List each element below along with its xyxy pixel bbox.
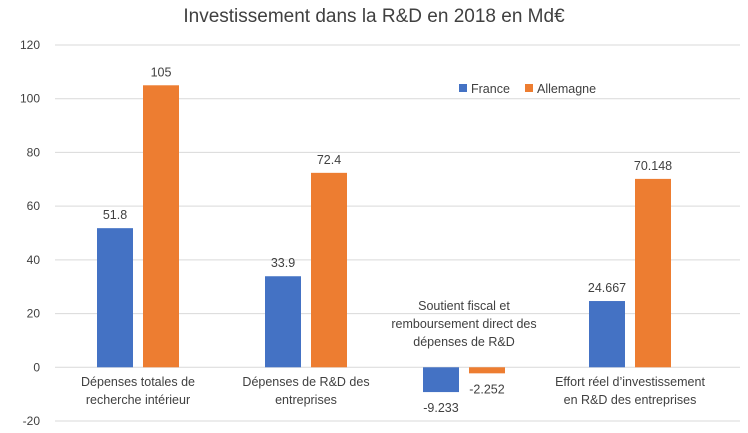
category-labels: Dépenses totales de recherche intérieur Dé… [81, 299, 705, 407]
y-tick-label: 100 [20, 92, 40, 106]
bar-france-3 [423, 367, 459, 393]
bars [97, 85, 671, 393]
bar-allemagne-4 [635, 178, 671, 368]
bar-allemagne-1 [143, 85, 179, 368]
data-label: 33.9 [271, 256, 295, 270]
y-tick-label: 80 [27, 145, 41, 159]
y-tick-label: 60 [27, 199, 41, 213]
legend-label-france: France [471, 82, 510, 96]
data-label: 105 [151, 65, 172, 79]
data-label: 70.148 [634, 159, 672, 173]
y-tick-label: 120 [20, 38, 40, 52]
category-label: Soutient fiscal et remboursement direct d… [391, 299, 536, 349]
legend-swatch-france [459, 84, 467, 92]
category-label: Effort réel d’investissement en R&D des e… [555, 375, 705, 407]
y-tick-label: -20 [23, 414, 41, 428]
data-label: -9.233 [423, 401, 458, 415]
bar-allemagne-2 [311, 172, 347, 368]
data-label: 51.8 [103, 208, 127, 222]
category-label: Dépenses totales de recherche intérieur [81, 375, 195, 407]
y-axis-tick-labels: -20 0 20 40 60 80 100 120 [20, 38, 40, 428]
data-label: -2.252 [469, 382, 504, 396]
data-labels: 51.8 33.9 -9.233 24.667 105 72.4 -2.252 70.148 [103, 65, 672, 415]
legend-swatch-allemagne [525, 84, 533, 92]
data-label: 72.4 [317, 153, 341, 167]
y-tick-label: 20 [27, 307, 41, 321]
legend: France Allemagne [459, 82, 596, 96]
y-tick-label: 40 [27, 253, 41, 267]
legend-label-allemagne: Allemagne [537, 82, 596, 96]
data-label: 24.667 [588, 281, 626, 295]
bar-allemagne-3 [469, 367, 505, 374]
bar-france-1 [97, 228, 133, 368]
category-label: Dépenses de R&D des entreprises [242, 375, 369, 407]
bar-france-2 [265, 276, 301, 368]
chart-title: Investissement dans la R&D en 2018 en Md… [183, 6, 565, 27]
y-tick-label: 0 [33, 360, 40, 374]
bar-france-4 [589, 301, 625, 368]
